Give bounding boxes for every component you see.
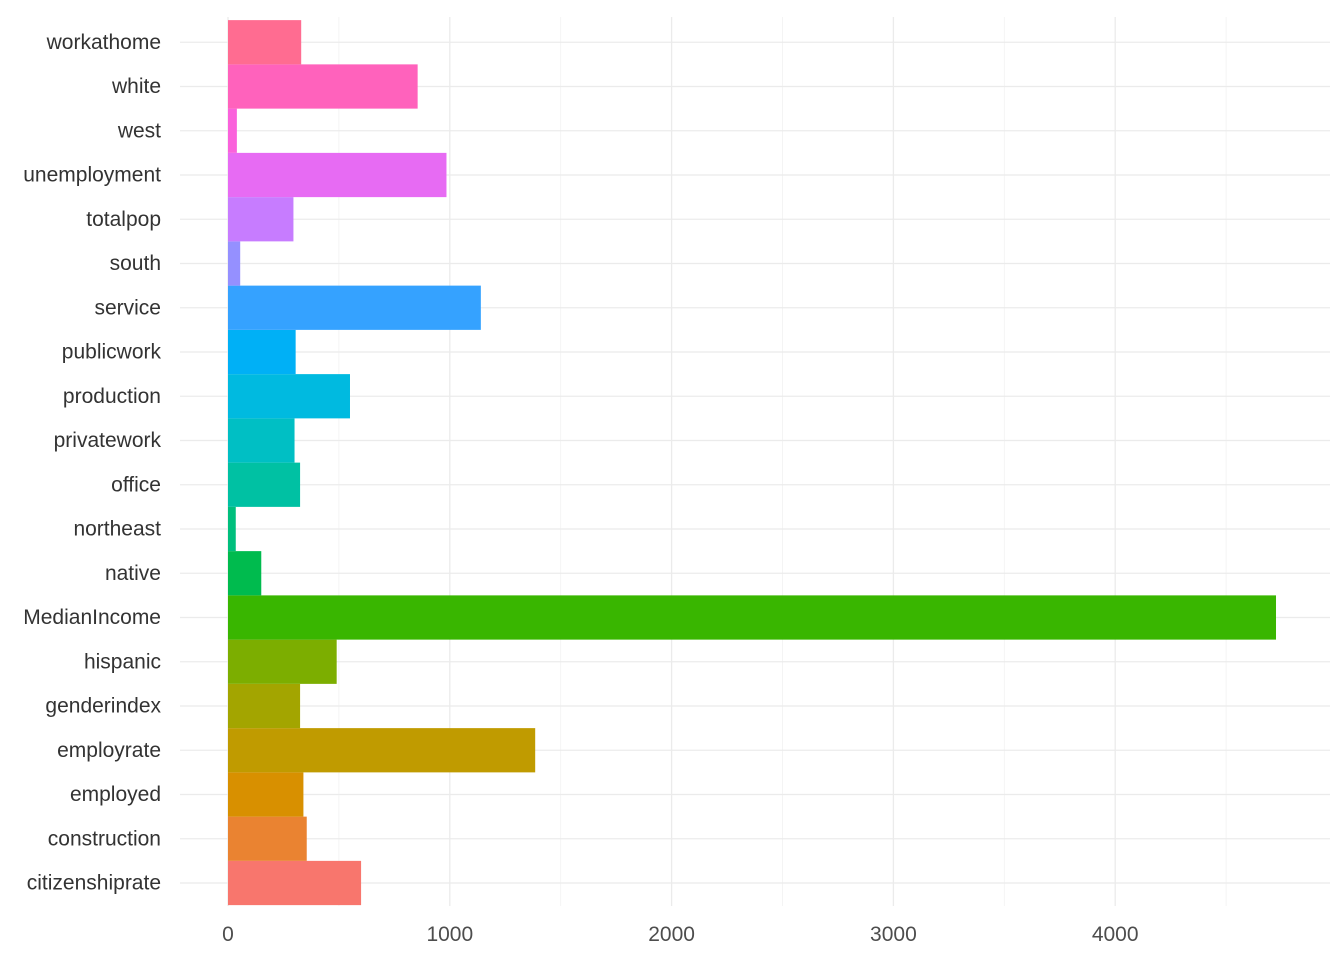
grid-lines: [180, 17, 1330, 906]
bar-production: [228, 374, 350, 419]
x-tick-label: 0: [222, 923, 234, 946]
category-label: hispanic: [84, 650, 161, 673]
x-tick-label: 3000: [870, 923, 917, 946]
bar-construction: [228, 816, 307, 861]
bar-office: [228, 462, 301, 507]
bar-native: [228, 551, 262, 596]
category-label: construction: [48, 827, 161, 850]
x-tick-label: 2000: [648, 923, 695, 946]
bar-northeast: [228, 506, 236, 552]
category-label: privatework: [54, 429, 162, 452]
category-label: native: [105, 562, 161, 585]
bar-workathome: [228, 20, 302, 65]
category-label: unemployment: [23, 164, 161, 187]
bar-publicwork: [228, 329, 296, 375]
bar-white: [228, 64, 418, 109]
bar-totalpop: [228, 197, 294, 242]
category-label: workathome: [46, 31, 161, 54]
value-axis-labels: 0 1000 2000 3000 4000: [222, 923, 1138, 946]
bar-west: [228, 108, 237, 153]
bar-south: [228, 241, 241, 286]
bar-hispanic: [228, 639, 337, 684]
bar-employed: [228, 772, 304, 817]
category-label: office: [111, 473, 161, 496]
category-label: genderindex: [45, 695, 161, 718]
category-label: totalpop: [86, 208, 161, 231]
category-label: publicwork: [62, 341, 162, 364]
category-label: production: [63, 385, 161, 408]
bar-service: [228, 285, 481, 330]
bar-employrate: [228, 728, 536, 773]
bar-medianincome: [228, 595, 1277, 640]
bar-citizenshiprate: [228, 860, 362, 906]
bar-privatework: [228, 418, 295, 463]
category-label: northeast: [73, 518, 161, 541]
bar-unemployment: [228, 152, 447, 198]
category-label: citizenshiprate: [27, 872, 161, 895]
category-label: white: [111, 75, 161, 98]
category-label: service: [94, 296, 161, 319]
bars: [228, 20, 1277, 906]
x-tick-label: 4000: [1092, 923, 1139, 946]
x-tick-label: 1000: [426, 923, 473, 946]
category-label: employed: [70, 783, 161, 806]
category-label: west: [117, 119, 161, 142]
bar-genderindex: [228, 683, 301, 729]
category-label: south: [110, 252, 161, 275]
category-label: MedianIncome: [23, 606, 161, 629]
category-axis-labels: citizenshiprate construction employed emplo…: [23, 31, 161, 895]
category-label: employrate: [57, 739, 161, 762]
